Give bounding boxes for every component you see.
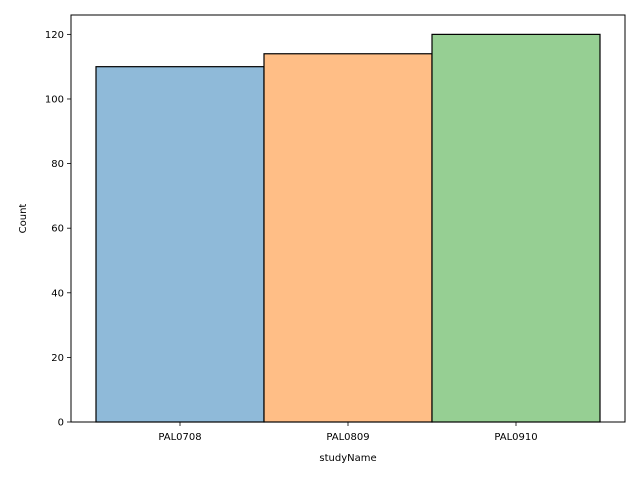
bar-pal0809: [263, 53, 433, 423]
bars-group: [95, 33, 601, 423]
y-axis: 0 20 40 60 80 100 120: [45, 30, 71, 429]
x-tick-label: PAL0809: [326, 432, 369, 443]
x-axis-label: studyName: [319, 453, 376, 464]
y-tick-label: 20: [51, 353, 64, 364]
y-tick-label: 60: [51, 224, 64, 235]
y-tick-label: 120: [45, 30, 64, 41]
x-tick-label: PAL0910: [494, 432, 537, 443]
y-tick-label: 80: [51, 159, 64, 170]
x-tick-label: PAL0708: [158, 432, 201, 443]
x-axis: PAL0708 PAL0809 PAL0910: [158, 422, 538, 443]
bar-pal0708: [95, 66, 265, 423]
axes-frame: [70, 14, 626, 423]
y-tick-label: 100: [45, 94, 64, 105]
y-tick-label: 0: [58, 418, 64, 429]
y-axis-label: Count: [18, 204, 29, 234]
bar-pal0910: [431, 33, 601, 423]
y-tick-label: 40: [51, 288, 64, 299]
